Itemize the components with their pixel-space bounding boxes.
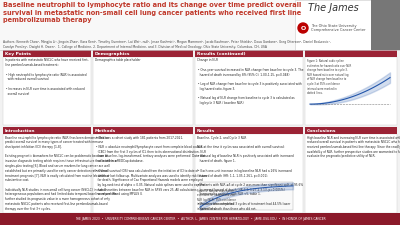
Text: Figure 2: Natural cubic spline
estimates for hazard ratio over
NLR log (NLR). 95: Figure 2: Natural cubic spline estimates…: [197, 189, 236, 211]
Text: In patients with metastatic NSCLC who have received first-
line pembrolizumab-ba: In patients with metastatic NSCLC who ha…: [5, 58, 89, 96]
Bar: [93, 127, 193, 134]
Bar: [3, 127, 91, 134]
Bar: [3, 57, 91, 125]
Bar: [93, 57, 193, 125]
Bar: [371, 0, 400, 50]
Text: Conclusions: Conclusions: [307, 128, 336, 133]
Text: • This was a cohort study with 181 patients from 2017-2021.

 • NLR = absolute n: • This was a cohort study with 181 patie…: [95, 135, 207, 196]
Text: Baseline, Cycle 2, and Cycle 3 NLR

NLR at the time it cycles was associated wit: Baseline, Cycle 2, and Cycle 3 NLR NLR a…: [197, 135, 303, 211]
Text: Methods: Methods: [95, 128, 116, 133]
Bar: [200, 182, 293, 210]
Bar: [195, 134, 303, 213]
Circle shape: [298, 23, 308, 33]
Text: High baseline NLR and increasing NLR over time is associated with
reduced overal: High baseline NLR and increasing NLR ove…: [307, 135, 400, 158]
Bar: [93, 134, 193, 213]
Text: Baseline neutrophil to lymphocyte ratio (NLR) has been demonstrated to
predict o: Baseline neutrophil to lymphocyte ratio …: [5, 135, 118, 211]
Bar: [195, 127, 303, 134]
Text: Change in NLR

 • One-year survival increased in NLR change from baseline to cyc: Change in NLR • One-year survival increa…: [197, 58, 304, 105]
Bar: [0, 0, 400, 50]
Text: Authors: Kenneth Chow¹, Mingjia Li¹, Jingxin Zhao¹, Kara Kent¹, Timothy Guentner: Authors: Kenneth Chow¹, Mingjia Li¹, Jin…: [3, 40, 331, 49]
Text: Figure 1: Natural cubic spline
estimates for hazard ratio over NLR
change from b: Figure 1: Natural cubic spline estimates…: [307, 59, 351, 95]
Bar: [305, 57, 397, 125]
Bar: [305, 127, 397, 134]
Text: Results (continued): Results (continued): [197, 52, 246, 56]
Text: O: O: [300, 25, 306, 31]
Text: THE JAMES 2023  •  UNIVERSITY COMPREHENSIVE CANCER CENTER  •  AUTHOR: L. JAMES C: THE JAMES 2023 • UNIVERSITY COMPREHENSIV…: [75, 217, 325, 221]
Bar: [195, 57, 303, 125]
Bar: [3, 134, 91, 213]
Bar: [305, 134, 397, 213]
Text: The Ohio State University
Comprehensive Cancer Center: The Ohio State University Comprehensive …: [311, 24, 366, 32]
Text: Demographics: Demographics: [95, 52, 130, 56]
Text: Introduction: Introduction: [5, 128, 36, 133]
Bar: [195, 50, 303, 57]
Bar: [305, 50, 397, 57]
Text: The James: The James: [308, 3, 358, 13]
Bar: [0, 213, 400, 225]
Text: Key Points: Key Points: [5, 52, 31, 56]
Text: Baseline neutrophil to lymphocyte ratio and its change over time predict overall: Baseline neutrophil to lymphocyte ratio …: [3, 2, 301, 23]
Bar: [3, 50, 91, 57]
Bar: [295, 0, 371, 50]
Bar: [93, 50, 193, 57]
Text: Results: Results: [197, 128, 215, 133]
Text: Demographics table placeholder: Demographics table placeholder: [95, 58, 140, 63]
